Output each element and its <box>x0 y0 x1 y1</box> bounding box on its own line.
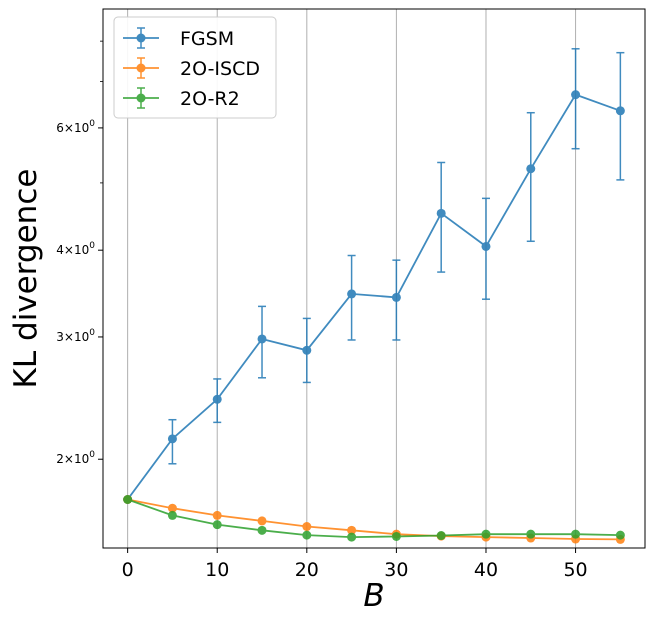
data-point <box>347 289 357 299</box>
legend-marker <box>136 33 146 43</box>
data-point <box>302 522 312 532</box>
y-tick-base: 6 <box>56 121 64 135</box>
x-tick-label: 20 <box>295 559 319 581</box>
y-tick-power: 10 <box>74 243 89 257</box>
data-point <box>302 530 312 540</box>
data-point <box>391 531 401 541</box>
y-tick-exponent: 0 <box>89 241 95 251</box>
y-tick-label: 3×100 <box>56 328 95 344</box>
data-point <box>436 208 446 218</box>
y-tick-mult: × <box>64 452 74 466</box>
y-tick-base: 2 <box>56 452 64 466</box>
x-tick-label: 50 <box>563 559 587 581</box>
series-line <box>127 498 621 539</box>
data-point <box>571 529 581 539</box>
data-point <box>347 532 357 542</box>
data-point <box>526 529 536 539</box>
data-point <box>212 520 222 530</box>
y-tick-label: 4×100 <box>56 241 95 257</box>
series-layer <box>123 48 625 544</box>
series-line <box>127 498 621 541</box>
y-tick-mult: × <box>64 330 74 344</box>
x-tick-label: 0 <box>122 559 134 581</box>
y-tick-label: 2×100 <box>56 450 95 466</box>
data-point <box>257 334 267 344</box>
data-point <box>391 292 401 302</box>
y-tick-label: 6×100 <box>56 119 95 135</box>
data-point <box>212 510 222 520</box>
y-tick-mult: × <box>64 121 74 135</box>
data-point <box>436 531 446 541</box>
legend-marker <box>136 93 146 103</box>
series-fgsm <box>123 48 625 504</box>
plot-frame <box>102 8 646 549</box>
y-tick-power: 10 <box>74 121 89 135</box>
data-point <box>347 525 357 535</box>
y-tick-mult: × <box>64 243 74 257</box>
y-axis-title: KL divergence <box>8 169 44 389</box>
data-point <box>526 164 536 174</box>
series-2o-r2 <box>123 494 625 542</box>
y-tick-base: 3 <box>56 330 64 344</box>
y-tick-base: 4 <box>56 243 64 257</box>
legend-entry <box>123 57 159 79</box>
series-line <box>126 93 621 501</box>
data-point <box>212 394 222 404</box>
legend-label: 2O-ISCD <box>180 58 260 80</box>
data-point <box>481 241 491 251</box>
legend: FGSM 2O-ISCD 2O-R2 <box>113 16 277 119</box>
data-point <box>571 90 581 100</box>
legend-entry <box>123 27 159 49</box>
data-point <box>257 525 267 535</box>
data-point <box>167 434 177 444</box>
data-point <box>257 516 267 526</box>
y-tick-power: 10 <box>74 330 89 344</box>
x-tick-label: 30 <box>384 559 408 581</box>
legend-box <box>113 16 277 119</box>
y-tick-exponent: 0 <box>89 450 95 460</box>
data-point <box>615 530 625 540</box>
data-point <box>481 529 491 539</box>
legend-label: FGSM <box>180 28 234 50</box>
legend-marker <box>136 63 146 73</box>
y-tick-power: 10 <box>74 452 89 466</box>
data-point <box>167 510 177 520</box>
x-tick-label: 40 <box>474 559 498 581</box>
x-tick-label: 10 <box>205 559 229 581</box>
data-point <box>302 345 312 355</box>
y-tick-exponent: 0 <box>89 119 95 129</box>
data-point <box>123 494 133 504</box>
legend-label: 2O-R2 <box>180 88 240 110</box>
data-point <box>167 503 177 513</box>
legend-entry <box>123 87 159 109</box>
x-axis-title: B <box>363 578 384 614</box>
y-tick-exponent: 0 <box>89 328 95 338</box>
data-point <box>615 106 625 116</box>
